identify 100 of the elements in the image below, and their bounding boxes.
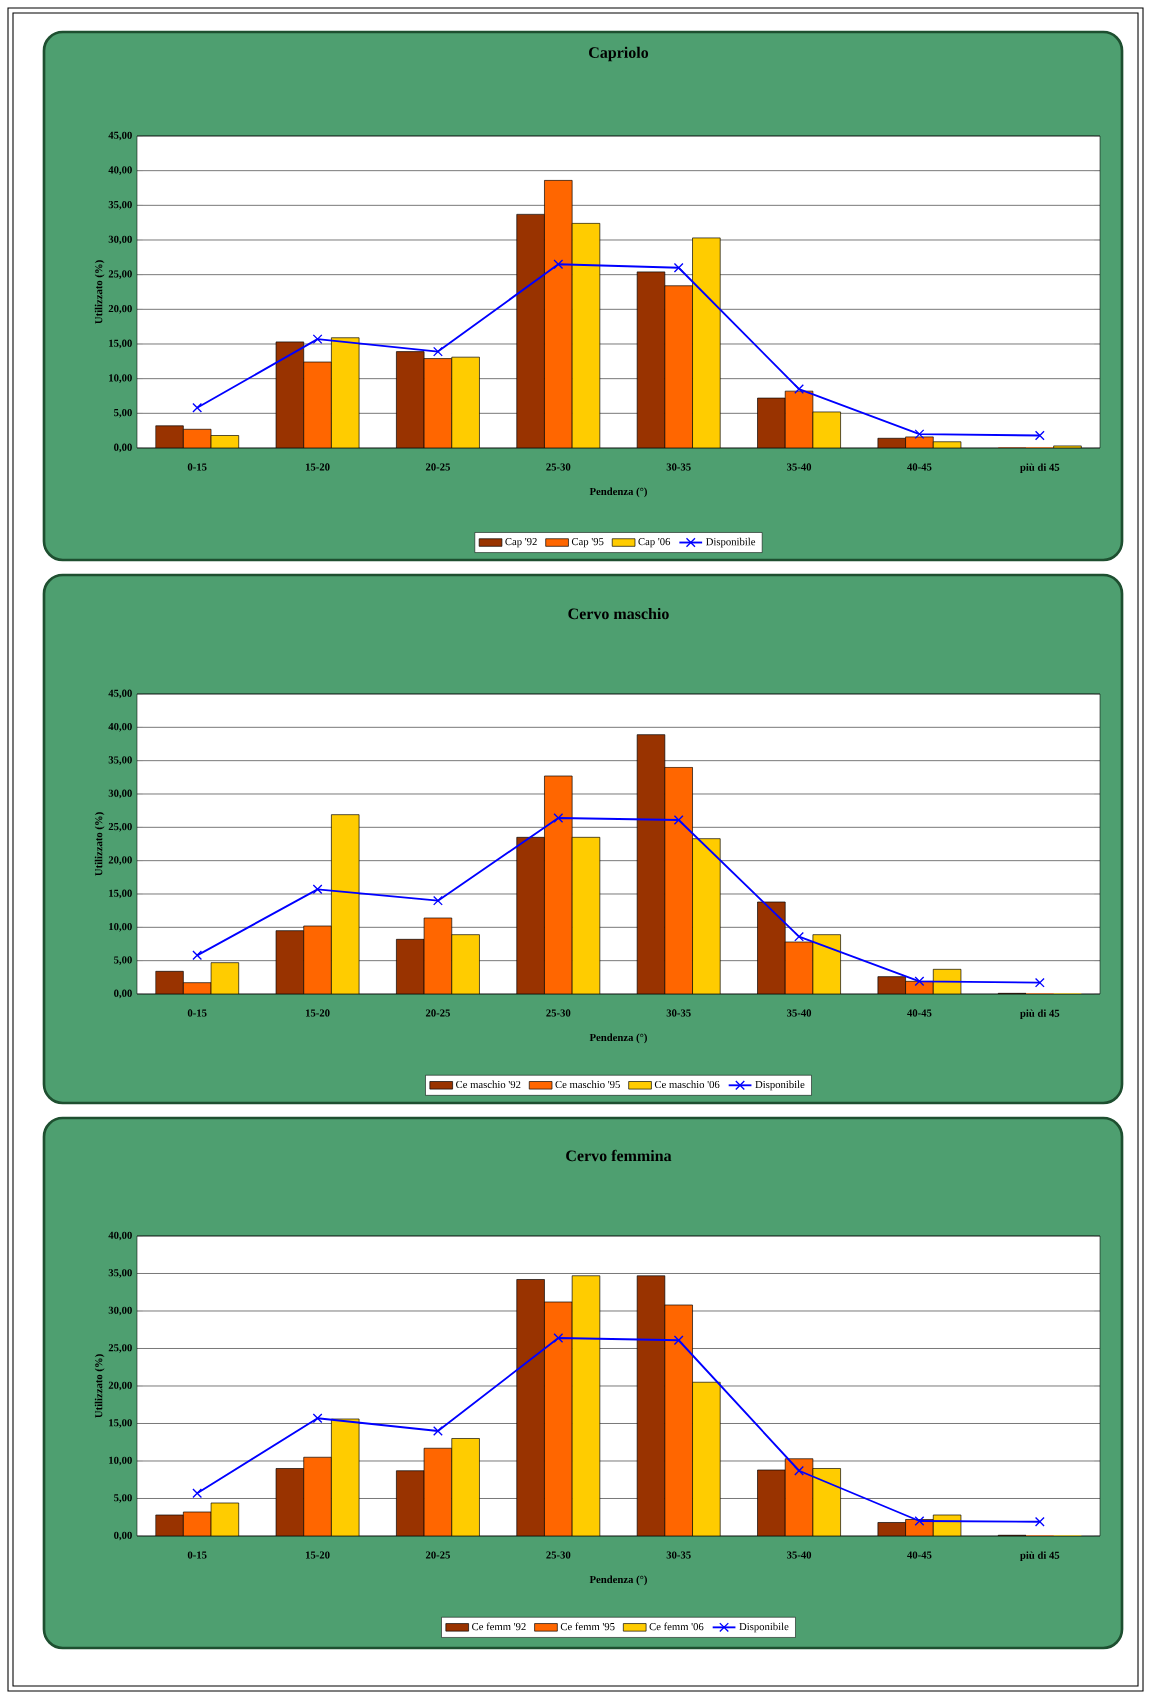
x-tick-label: più di 45 <box>1020 1009 1060 1020</box>
point <box>192 1488 203 1499</box>
y-tick-label: 25,00 <box>108 822 132 832</box>
chart-title: Cervo maschio <box>568 607 669 620</box>
bar <box>331 337 360 448</box>
point <box>312 884 323 895</box>
y-tick-label: 45,00 <box>108 689 132 699</box>
x-axis-title: Pendenza (°) <box>589 1575 647 1586</box>
legend-label: Ce maschio '06 <box>654 1080 720 1089</box>
point <box>553 1333 564 1343</box>
legend-label: Disponibile <box>755 1080 805 1091</box>
x-tick-label: 15-20 <box>305 1551 330 1559</box>
bar <box>571 1275 601 1536</box>
bar <box>396 1470 425 1536</box>
point <box>673 262 684 273</box>
x-tick-label: 15-20 <box>305 1009 330 1017</box>
legend-label: Ce femm '06 <box>649 1622 704 1631</box>
x-tick-label: 20-25 <box>425 1009 450 1017</box>
y-tick-label: 30,00 <box>108 235 132 245</box>
point <box>553 259 564 270</box>
bar <box>757 1469 786 1536</box>
point <box>433 1426 443 1436</box>
y-tick-label: 25,00 <box>108 1344 132 1353</box>
y-tick-label: 35,00 <box>108 1269 132 1278</box>
x-tick-label: 0-15 <box>187 1551 207 1559</box>
legend-label: Ce maschio '95 <box>555 1080 620 1089</box>
bar <box>516 214 545 448</box>
x-tick-label: 25-30 <box>546 463 571 471</box>
bar <box>275 1468 305 1536</box>
x-tick-label: più di 45 <box>1020 1551 1060 1562</box>
x-tick-label: 40-45 <box>907 1551 932 1559</box>
y-tick-label: 20,00 <box>108 856 132 866</box>
y-tick-label: 5,00 <box>114 1494 132 1503</box>
y-tick-label: 10,00 <box>109 1456 132 1466</box>
point <box>673 1335 684 1346</box>
point <box>914 1516 925 1526</box>
bar <box>757 397 786 448</box>
x-tick-label: più di 45 <box>1020 463 1060 474</box>
bar <box>155 425 184 448</box>
legend-label: Ce femm '92 <box>472 1622 526 1631</box>
x-tick-label: 0-15 <box>187 1009 207 1017</box>
legend-label: Ce maschio '92 <box>456 1080 521 1089</box>
y-tick-label: 10,00 <box>109 922 132 932</box>
legend-label: Cap '06 <box>638 537 671 548</box>
y-tick-label: 20,00 <box>108 1381 132 1391</box>
bar <box>692 237 721 448</box>
bar <box>571 223 601 448</box>
y-tick-label: 15,00 <box>109 889 132 899</box>
y-tick-label: 45,00 <box>108 131 132 141</box>
chart-title: Capriolo <box>589 46 649 62</box>
x-tick-label: 40-45 <box>907 463 932 471</box>
y-tick-label: 35,00 <box>108 756 132 766</box>
x-tick-label: 0-15 <box>187 463 207 471</box>
legend-label: Disponibile <box>739 1622 789 1633</box>
legend-label: Cap '92 <box>505 537 537 548</box>
y-tick-label: 40,00 <box>108 1231 132 1241</box>
x-tick-label: 20-25 <box>425 1551 450 1559</box>
y-tick-label: 15,00 <box>109 1419 132 1428</box>
point <box>312 1413 323 1424</box>
x-tick-label: 35-40 <box>787 1551 812 1559</box>
point <box>1034 430 1045 441</box>
y-tick-label: 30,00 <box>108 789 132 799</box>
y-axis-title: Utilizzato (%) <box>94 812 105 876</box>
y-tick-label: 25,00 <box>108 270 132 280</box>
x-tick-label: 20-25 <box>425 463 450 471</box>
x-tick-label: 30-35 <box>666 1551 691 1559</box>
y-tick-label: 0,00 <box>114 989 132 999</box>
point <box>673 815 684 825</box>
y-tick-label: 0,00 <box>114 443 132 453</box>
point <box>794 1465 804 1476</box>
x-tick-label: 30-35 <box>666 1009 691 1017</box>
legend-label: Ce femm '95 <box>560 1622 615 1631</box>
x-tick-label: 25-30 <box>546 1009 571 1017</box>
y-tick-label: 30,00 <box>108 1306 132 1316</box>
point <box>794 931 804 942</box>
bar <box>331 1418 360 1536</box>
bar <box>451 1438 480 1536</box>
point <box>433 346 443 357</box>
chart-title: Cervo femmina <box>566 1149 672 1162</box>
x-tick-label: 15-20 <box>305 463 330 471</box>
bar <box>396 351 425 448</box>
y-tick-label: 5,00 <box>114 408 132 418</box>
point <box>433 895 443 906</box>
point <box>914 429 925 440</box>
y-tick-label: 15,00 <box>109 339 132 349</box>
legend-label: Disponibile <box>706 537 756 548</box>
point <box>1034 1516 1045 1527</box>
bar <box>275 341 305 448</box>
legend-label: Cap '95 <box>571 537 604 548</box>
y-tick-label: 5,00 <box>114 956 132 966</box>
x-tick-label: 35-40 <box>787 1009 812 1017</box>
point <box>553 813 564 823</box>
point <box>794 384 804 394</box>
x-axis-title: Pendenza (°) <box>589 1033 647 1044</box>
y-tick-label: 40,00 <box>108 166 132 176</box>
y-tick-label: 20,00 <box>108 304 132 314</box>
x-tick-label: 40-45 <box>907 1009 932 1017</box>
x-tick-label: 35-40 <box>787 463 812 471</box>
x-axis-title: Pendenza (°) <box>589 487 647 498</box>
y-tick-label: 0,00 <box>114 1531 132 1541</box>
